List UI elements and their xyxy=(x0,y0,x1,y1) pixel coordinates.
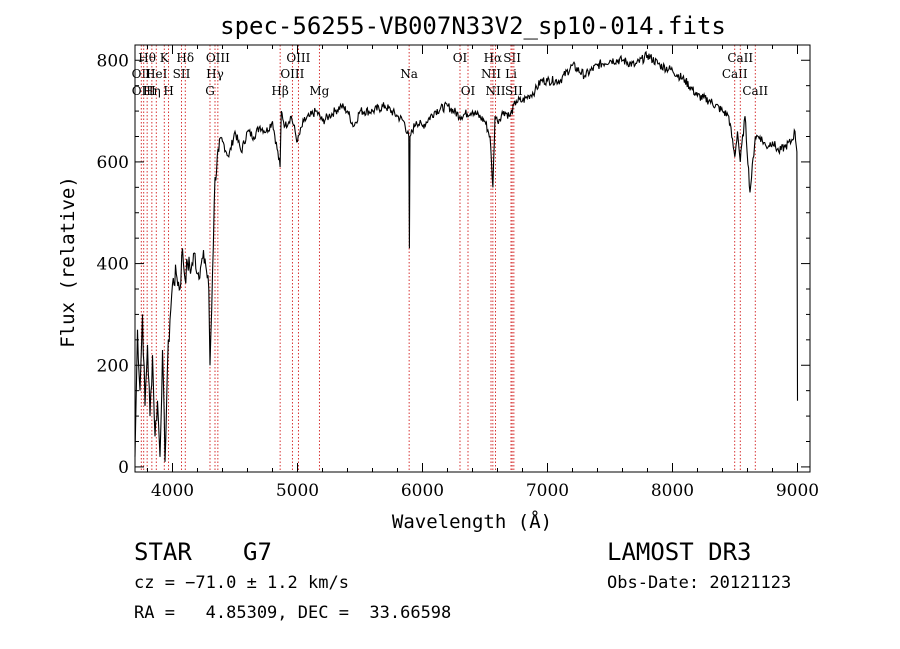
line-marker-label: OIII xyxy=(132,84,156,98)
line-marker-label: G xyxy=(205,84,215,98)
plot-frame xyxy=(134,44,811,473)
line-marker-label: OI xyxy=(461,84,476,98)
y-tick-label: 200 xyxy=(97,356,129,376)
line-marker-label: CaII xyxy=(722,67,748,81)
x-tick-label: 8000 xyxy=(651,481,694,501)
object-subclass: G7 xyxy=(243,538,272,566)
line-marker-label: NII xyxy=(486,84,506,98)
survey-name: LAMOST DR3 xyxy=(607,538,752,566)
line-marker-label: OIII xyxy=(286,51,310,65)
coordinates: RA = 4.85309, DEC = 33.66598 xyxy=(134,603,452,623)
y-tick-label: 800 xyxy=(97,51,129,71)
line-marker-label: OIII xyxy=(206,51,230,65)
x-tick-label: 9000 xyxy=(776,481,819,501)
line-marker-label: OII xyxy=(132,67,152,81)
line-marker-label: Hα xyxy=(484,51,503,65)
y-tick-label: 600 xyxy=(97,153,129,173)
line-marker-label: HeI xyxy=(145,67,168,81)
x-tick-label: 5000 xyxy=(276,481,319,501)
line-marker-label: K xyxy=(160,51,170,65)
obs-date: Obs-Date: 20121123 xyxy=(607,573,792,593)
line-marker-label: H xyxy=(163,84,173,98)
x-axis-label: Wavelength (Å) xyxy=(392,510,552,533)
line-marker-label: SII xyxy=(505,84,523,98)
chart-title: spec-56255-VB007N33V2_sp10-014.fits xyxy=(220,12,726,40)
line-marker-label: Hη xyxy=(143,84,161,98)
line-marker-label: Hδ xyxy=(176,51,194,65)
line-marker-label: Hθ xyxy=(138,51,156,65)
spectrum-line xyxy=(134,50,799,462)
x-axis: 4000 5000 6000 7000 8000 9000 xyxy=(147,45,819,501)
y-tick-label: 400 xyxy=(97,255,129,275)
y-axis-label: Flux (relative) xyxy=(57,176,79,348)
y-axis: 0 200 400 600 800 xyxy=(97,51,810,478)
line-marker-label: NII xyxy=(481,67,501,81)
line-marker-label: Na xyxy=(400,67,418,81)
x-tick-label: 7000 xyxy=(526,481,569,501)
line-marker-label: SII xyxy=(503,51,521,65)
line-marker-label: OI xyxy=(453,51,468,65)
line-marker-label: Li xyxy=(505,67,517,81)
line-marker-label: Hβ xyxy=(271,84,288,98)
x-tick-label: 4000 xyxy=(151,481,194,501)
object-class: STAR xyxy=(134,538,192,566)
x-tick-label: 6000 xyxy=(401,481,444,501)
line-marker-label: SII xyxy=(173,67,191,81)
line-marker-label: Hγ xyxy=(206,67,224,81)
line-marker-label: Mg xyxy=(309,84,329,98)
line-marker-label: CaII xyxy=(727,51,753,65)
redshift-line: cz = −71.0 ± 1.2 km/s xyxy=(134,573,349,593)
y-tick-label: 0 xyxy=(118,458,129,478)
line-marker-label: CaII xyxy=(742,84,768,98)
line-marker-label: OIII xyxy=(280,67,304,81)
